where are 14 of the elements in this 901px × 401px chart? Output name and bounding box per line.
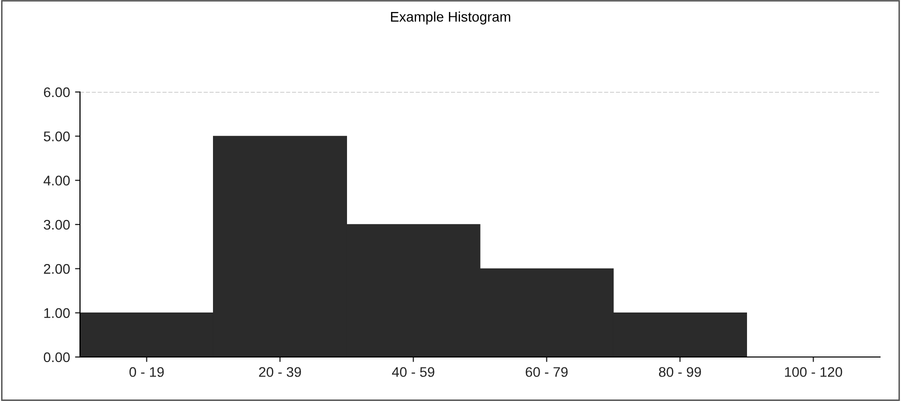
x-tick-label: 60 - 79 bbox=[526, 367, 568, 377]
x-tick-label: 100 - 120 bbox=[785, 367, 842, 377]
y-tick-label: 5.00 bbox=[44, 132, 70, 142]
x-tick-label: 80 - 99 bbox=[658, 367, 701, 377]
chart-title: Example Histogram bbox=[391, 12, 510, 24]
y-tick-label: 0.00 bbox=[44, 352, 70, 362]
y-tick-label: 2.00 bbox=[44, 264, 70, 274]
x-tick-label: 20 - 39 bbox=[259, 367, 301, 377]
y-tick-label: 1.00 bbox=[44, 308, 70, 318]
x-tick-label: 40 - 59 bbox=[392, 367, 434, 377]
y-tick-label: 3.00 bbox=[44, 220, 70, 230]
y-tick-label: 4.00 bbox=[44, 176, 70, 186]
x-tick-label: 0 - 19 bbox=[129, 367, 164, 377]
y-tick-label: 6.00 bbox=[44, 87, 70, 98]
